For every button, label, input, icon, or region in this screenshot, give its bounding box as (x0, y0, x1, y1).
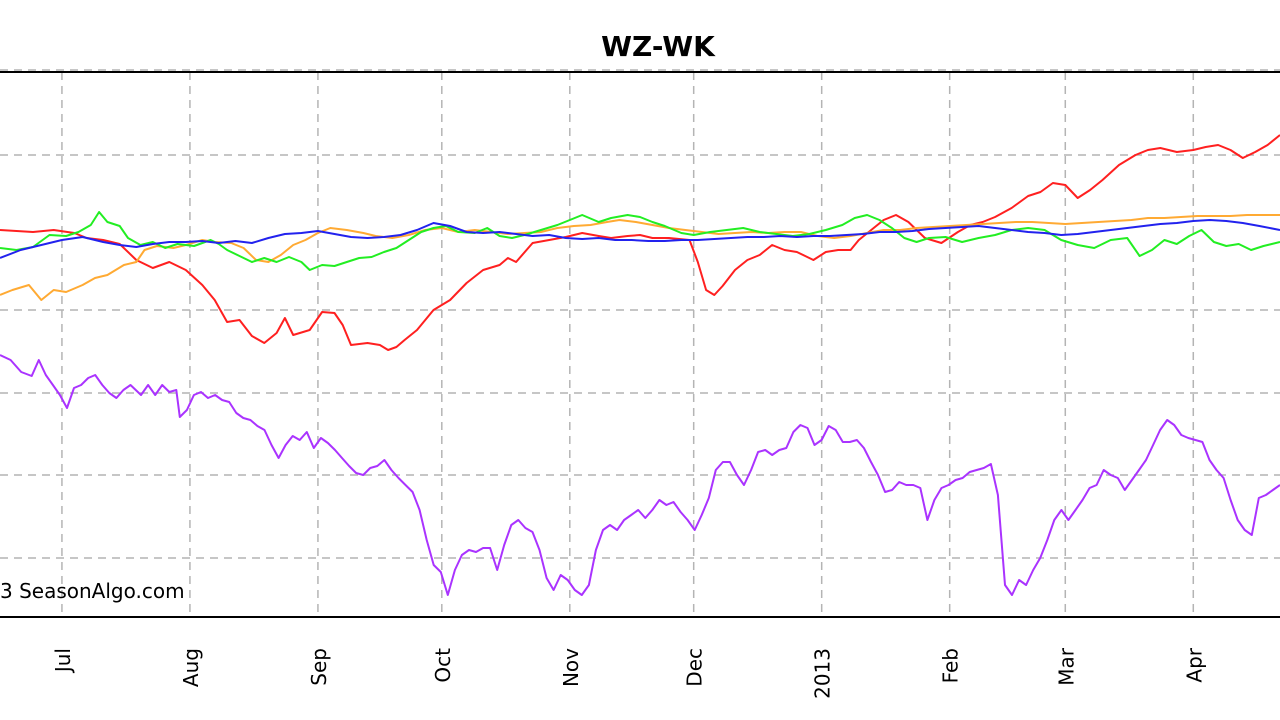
x-tick-label: Mar (1054, 647, 1078, 686)
series-line-2 (0, 214, 1280, 301)
grid (0, 69, 1280, 617)
series-group (0, 134, 1280, 596)
series-line-5 (0, 354, 1280, 596)
x-tick-label: Dec (683, 648, 707, 687)
chart-title: WZ-WK (601, 30, 716, 63)
x-tick-label: 2013 (811, 648, 835, 699)
x-axis-labels: Jul Aug Sep Oct Nov Dec 2013 Feb Mar Apr (51, 647, 1206, 699)
x-tick-label: Sep (307, 648, 331, 686)
x-tick-label: Jul (51, 648, 75, 674)
series-line-4 (0, 219, 1280, 259)
x-tick-label: Feb (939, 648, 963, 683)
x-tick-label: Nov (559, 648, 583, 687)
x-tick-label: Aug (179, 648, 203, 687)
series-line-1 (0, 134, 1280, 351)
x-tick-label: Apr (1182, 647, 1206, 682)
watermark: 3 SeasonAlgo.com (0, 579, 185, 603)
x-tick-label: Oct (431, 648, 455, 683)
